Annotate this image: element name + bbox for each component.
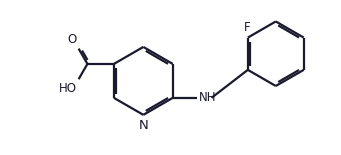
Text: O: O [68,33,77,46]
Text: F: F [244,20,251,33]
Text: N: N [138,119,148,132]
Text: NH: NH [199,91,217,104]
Text: HO: HO [59,82,77,95]
